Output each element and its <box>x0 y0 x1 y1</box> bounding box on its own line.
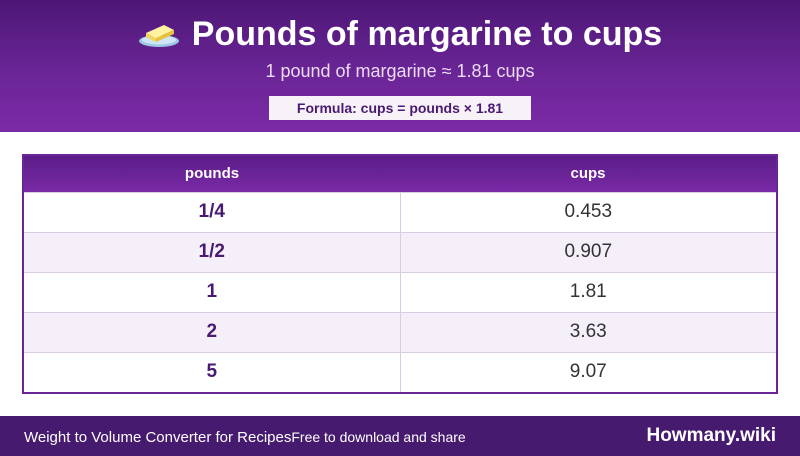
table-row: 1/4 0.453 <box>24 191 776 232</box>
conversion-table: pounds cups 1/4 0.453 1/2 0.907 1 1.81 2… <box>22 154 778 394</box>
cups-cell: 0.453 <box>400 191 776 232</box>
footer-converter-link[interactable]: Weight to Volume Converter for Recipes <box>24 429 292 446</box>
column-header-pounds: pounds <box>184 165 240 183</box>
cups-cell: 9.07 <box>400 351 776 392</box>
brand-logo[interactable]: Howmany.wiki <box>646 425 776 446</box>
cups-cell: 3.63 <box>400 311 776 352</box>
title-row: Pounds of margarine to cups <box>0 14 800 54</box>
table-row: 1 1.81 <box>24 271 776 312</box>
table-row: 5 9.07 <box>24 351 776 392</box>
pounds-cell: 1 <box>24 271 401 312</box>
subtitle: 1 pound of margarine ≈ 1.81 cups <box>265 61 535 81</box>
pounds-cell: 1/2 <box>24 231 401 272</box>
column-header-cups: cups <box>570 165 606 183</box>
table-row: 1/2 0.907 <box>24 231 776 272</box>
cups-cell: 1.81 <box>400 271 776 312</box>
pounds-cell: 2 <box>24 311 401 352</box>
footer-caption: Weight to Volume Converter for RecipesFr… <box>24 428 466 447</box>
formula-box: Formula: cups = pounds × 1.81 <box>269 96 531 120</box>
header-banner: Pounds of margarine to cups 1 pound of m… <box>0 0 800 132</box>
pounds-cell: 5 <box>24 351 401 392</box>
footer-tagline: Free to download and share <box>291 429 466 445</box>
page-title: Pounds of margarine to cups <box>191 15 663 53</box>
cups-cell: 0.907 <box>400 231 776 272</box>
pounds-cell: 1/4 <box>24 191 401 232</box>
table-row: 2 3.63 <box>24 311 776 352</box>
footer-bar: Weight to Volume Converter for RecipesFr… <box>0 416 800 456</box>
table-header-row: pounds cups <box>24 156 776 192</box>
butter-icon <box>138 19 180 49</box>
